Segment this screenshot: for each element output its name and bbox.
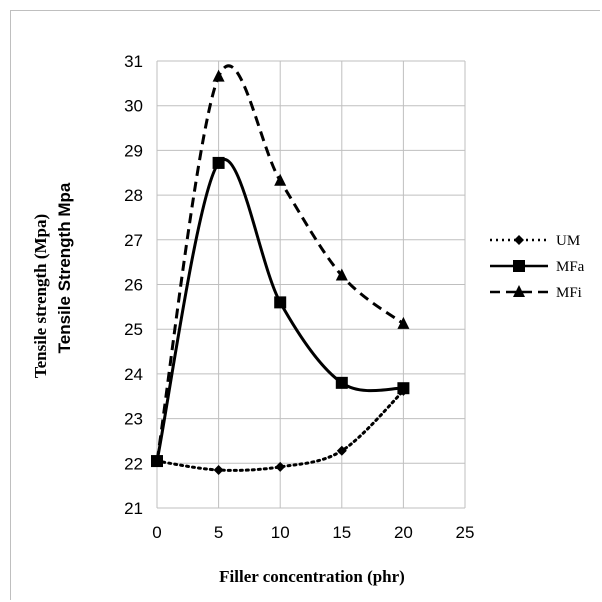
y-tick-label-0: 21 [124, 499, 143, 518]
series-mfi-point-4 [397, 316, 410, 329]
series-mfa-point-3 [335, 376, 348, 389]
series-um-point-2 [275, 461, 286, 472]
x-tick-label-0: 0 [152, 523, 161, 542]
y-tick-label-6: 27 [124, 231, 143, 250]
series-mfi-point-2 [274, 173, 287, 186]
y-tick-label-9: 30 [124, 97, 143, 116]
y-axis-title-secondary: Tensile Strength Mpa [55, 182, 74, 353]
legend-marker-um [514, 235, 524, 245]
x-tick-label-4: 20 [394, 523, 413, 542]
y-tick-label-8: 29 [124, 141, 143, 160]
chart-frame [10, 10, 600, 600]
y-tick-label-5: 26 [124, 276, 143, 295]
legend-label-mfi: MFi [556, 285, 582, 301]
y-tick-label-2: 23 [124, 410, 143, 429]
y-axis-title: Tensile strength (Mpa) [31, 214, 50, 378]
y-tick-label-10: 31 [124, 52, 143, 71]
series-mfa-point-4 [397, 382, 410, 395]
series-um-point-1 [213, 465, 224, 476]
series-mfi-point-3 [335, 268, 348, 281]
y-tick-labels: 21 22 23 24 25 26 27 28 29 30 31 [124, 52, 143, 518]
series-mfa-point-1 [212, 156, 225, 169]
x-tick-label-3: 15 [332, 523, 351, 542]
legend-label-mfa: MFa [556, 259, 585, 275]
x-axis-title: Filler concentration (phr) [219, 567, 405, 586]
legend-marker-mfi [513, 285, 525, 297]
x-tick-label-5: 25 [456, 523, 475, 542]
x-tick-label-2: 10 [271, 523, 290, 542]
legend: UM MFa MFi [490, 233, 585, 301]
x-tick-labels: 0 5 10 15 20 25 [152, 523, 474, 542]
y-tick-label-4: 25 [124, 320, 143, 339]
legend-marker-mfa [513, 260, 525, 272]
series-um-point-3 [336, 445, 347, 456]
grid [156, 60, 466, 509]
series-mfi-point-0 [151, 454, 163, 467]
series-lines [151, 64, 410, 476]
legend-label-um: UM [556, 233, 580, 249]
y-tick-label-1: 22 [124, 454, 143, 473]
x-tick-label-1: 5 [214, 523, 223, 542]
series-mfi-point-1 [212, 69, 225, 82]
series-mfa-point-2 [274, 296, 287, 309]
y-tick-label-3: 24 [124, 365, 143, 384]
y-tick-label-7: 28 [124, 186, 143, 205]
